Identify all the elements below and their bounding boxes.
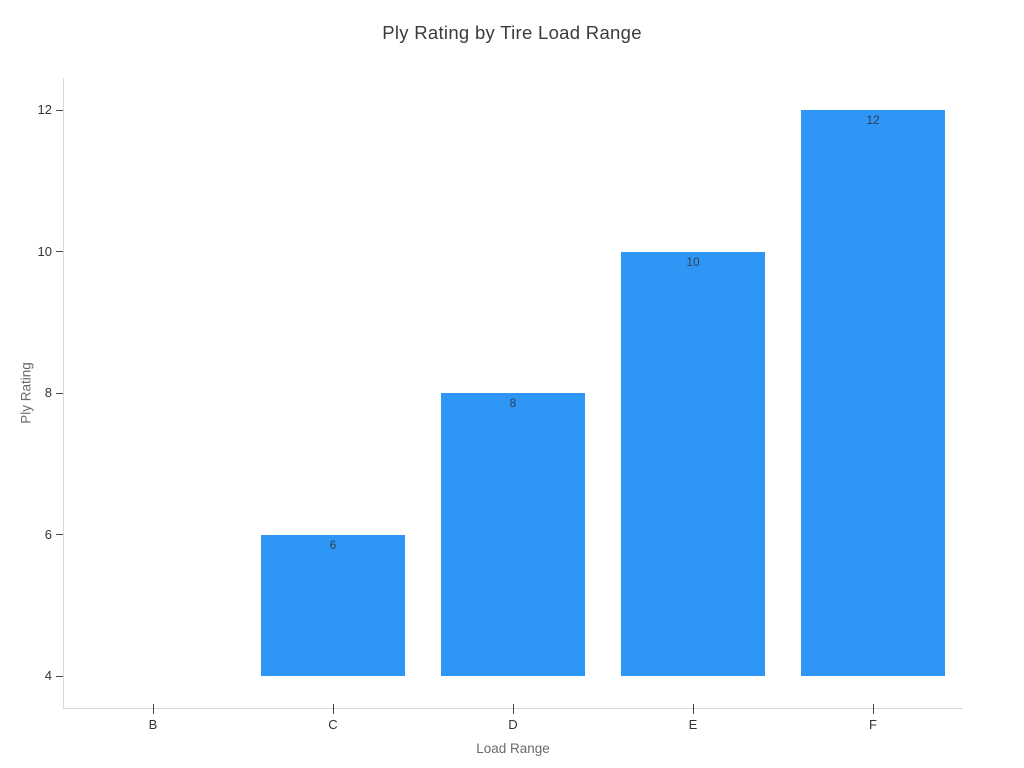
bar-value-label: 10 <box>686 254 700 269</box>
y-tick-label: 8 <box>44 385 52 400</box>
bar <box>621 251 765 676</box>
y-tick-mark <box>56 392 63 394</box>
bar <box>441 393 585 676</box>
bar-value-label: 6 <box>329 537 337 552</box>
y-axis-line <box>63 78 64 708</box>
y-tick-label: 6 <box>44 526 52 542</box>
bar-value-label: 12 <box>866 113 880 127</box>
x-tick-label: F <box>869 717 877 732</box>
x-tick-label: D <box>508 717 518 732</box>
y-tick-label: 4 <box>44 668 52 683</box>
x-tick-mark <box>152 704 154 714</box>
x-tick-label: C <box>328 717 338 732</box>
bar <box>801 110 945 676</box>
x-tick-mark <box>332 704 334 714</box>
chart-title: Ply Rating by Tire Load Range <box>382 22 642 43</box>
bar-value-label: 8 <box>509 396 517 410</box>
x-tick-label: B <box>148 717 158 732</box>
y-tick-mark <box>56 251 63 252</box>
x-tick-mark <box>872 704 874 714</box>
y-tick-mark <box>56 109 63 111</box>
x-tick-mark <box>692 704 694 714</box>
y-tick-mark <box>56 534 63 535</box>
x-axis-title: Load Range <box>476 741 550 756</box>
bar <box>261 534 405 676</box>
x-tick-label: E <box>688 717 698 732</box>
y-tick-mark <box>56 675 63 677</box>
y-tick-label: 12 <box>37 102 52 117</box>
y-tick-label: 10 <box>37 243 52 259</box>
x-tick-mark <box>512 704 514 714</box>
